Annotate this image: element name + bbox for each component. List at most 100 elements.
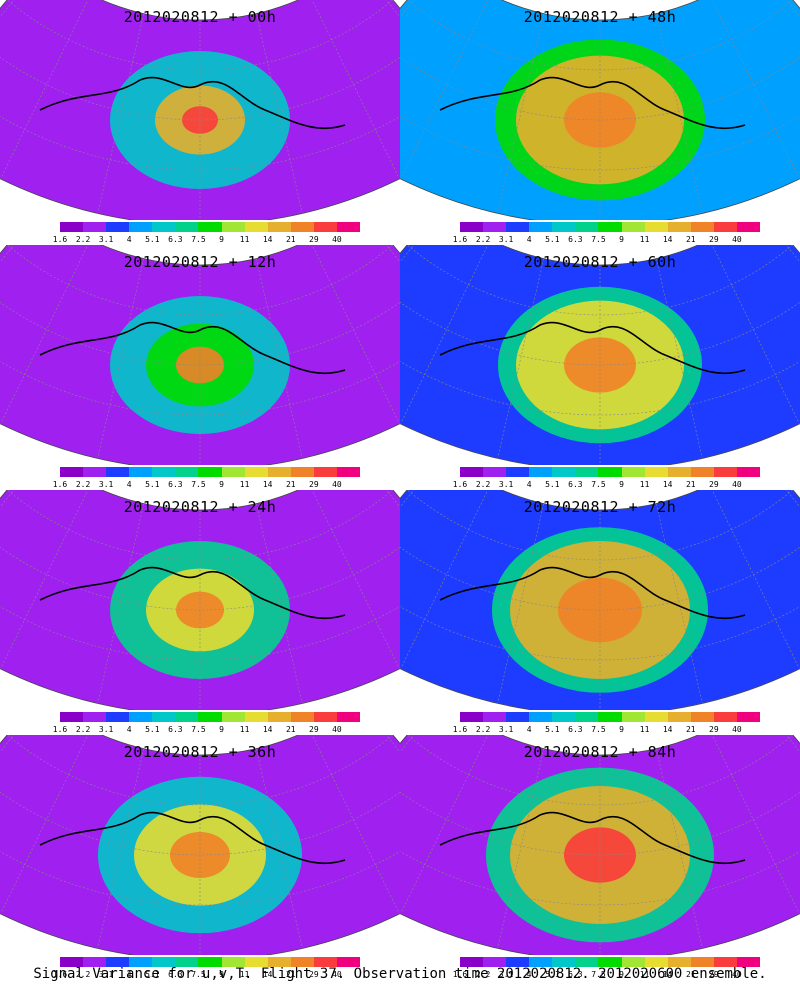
parallel-line <box>400 566 800 661</box>
colorbar-tick-label: 1.6 <box>452 235 468 244</box>
colorbar-swatch <box>267 712 291 722</box>
map-border <box>0 245 400 465</box>
colorbar-tick-label: 14 <box>262 235 273 244</box>
colorbar-tick-label: 9 <box>619 235 624 244</box>
colorbar-tick-label: 2.2 <box>75 725 91 734</box>
map-border <box>400 245 800 465</box>
panel-title: 2012020812 + 48h <box>523 8 677 26</box>
colorbar-tick-label: 3.1 <box>498 480 514 489</box>
forecast-panel: 2012020812 + 48h 1.6 2.2 3.1 4 5.1 6.3 7.5 9 11 1… <box>400 0 800 245</box>
colorbar-tick-label: 40 <box>732 480 742 489</box>
colorbar-swatch <box>290 712 314 722</box>
colorbar-tick-label: 1.6 <box>52 970 68 979</box>
colorbar-swatch <box>736 957 761 967</box>
map-border <box>0 735 400 955</box>
colorbar-swatch <box>175 222 199 232</box>
colorbar-tick-label: 5.1 <box>545 235 560 244</box>
colorbar-swatch <box>529 957 553 967</box>
colorbar-tick-label: 29 <box>309 970 319 979</box>
colorbar-tick-label: 4 <box>126 970 132 979</box>
colorbar-swatch <box>483 957 507 967</box>
colorbar-swatch <box>83 467 107 477</box>
colorbar-tick-label: 21 <box>685 725 696 734</box>
colorbar-tick-label: 3.1 <box>98 970 114 979</box>
map-border <box>400 490 800 710</box>
colorbar-tick-label: 21 <box>685 970 696 979</box>
polar-sector-map <box>400 490 800 710</box>
colorbar-tick-label: 6.3 <box>568 970 583 979</box>
colorbar-tick-label: 9 <box>219 725 224 734</box>
colorbar-ticks: 1.6 2.2 3.1 4 5.1 6.3 7.5 9 11 14 21 29 40 <box>53 970 360 982</box>
colorbar-tick-label: 9 <box>219 480 224 489</box>
colorbar-swatch <box>152 957 176 967</box>
colorbar-swatch <box>129 467 153 477</box>
forecast-panel: 2012020812 + 24h 1.6 2.2 3.1 4 5.1 6.3 7.5 9 11 1… <box>0 490 400 735</box>
colorbar-ticks: 1.6 2.2 3.1 4 5.1 6.3 7.5 9 11 14 21 29 40 <box>453 235 760 247</box>
colorbar-tick-label: 9 <box>619 480 624 489</box>
colorbar-tick-label: 11 <box>639 480 650 489</box>
colorbar-swatch <box>690 222 714 232</box>
parallel-line <box>0 37 400 121</box>
parallel-line <box>400 321 800 416</box>
parallel-line <box>400 76 800 171</box>
colorbar-swatch <box>483 467 507 477</box>
colorbar-swatch <box>667 712 691 722</box>
colorbar-tick-label: 6.3 <box>568 480 583 489</box>
colorbar-tick-label: 7.5 <box>591 970 606 979</box>
colorbar-tick-label: 5.1 <box>145 235 160 244</box>
colorbar-tick-label: 29 <box>709 725 719 734</box>
colorbar-tick-label: 14 <box>662 235 673 244</box>
colorbar-swatch <box>336 222 361 232</box>
colorbar-tick-label: 11 <box>239 480 250 489</box>
colorbar-tick-label: 1.6 <box>52 725 68 734</box>
polar-sector-map <box>400 0 800 220</box>
colorbar-tick-label: 21 <box>285 970 296 979</box>
colorbar-tick-label: 11 <box>639 970 650 979</box>
colorbar-tick-label: 7.5 <box>591 235 606 244</box>
colorbar-swatch <box>575 222 599 232</box>
colorbar-swatch <box>244 957 268 967</box>
colorbar-swatch <box>313 467 337 477</box>
colorbar-tick-label: 3.1 <box>98 235 114 244</box>
colorbar-swatch <box>336 467 361 477</box>
parallel-line <box>0 282 400 366</box>
colorbar-swatch <box>336 712 361 722</box>
colorbar-swatch <box>713 712 737 722</box>
colorbar <box>460 222 761 232</box>
coastline <box>439 321 746 375</box>
colorbar-tick-label: 7.5 <box>591 480 606 489</box>
colorbar-tick-label: 5.1 <box>545 970 560 979</box>
colorbar-swatch <box>460 712 484 722</box>
colorbar-tick-label: 21 <box>685 235 696 244</box>
colorbar-tick-label: 2.2 <box>475 970 491 979</box>
colorbar-tick-label: 21 <box>285 235 296 244</box>
polar-sector-map <box>0 0 400 220</box>
colorbar-swatch <box>506 712 530 722</box>
colorbar-swatch <box>713 467 737 477</box>
colorbar-tick-label: 7.5 <box>591 725 606 734</box>
colorbar-tick-label: 14 <box>262 725 273 734</box>
parallel-line <box>406 490 794 561</box>
colorbar-tick-label: 4 <box>526 970 532 979</box>
colorbar-swatch <box>221 957 245 967</box>
colorbar-swatch <box>575 957 599 967</box>
parallel-line <box>6 735 394 806</box>
colorbar <box>460 712 761 722</box>
colorbar-tick-label: 11 <box>239 235 250 244</box>
colorbar-swatch <box>106 222 130 232</box>
panel-title: 2012020812 + 12h <box>123 253 277 271</box>
colorbar-swatch <box>483 222 507 232</box>
colorbar-tick-label: 6.3 <box>168 725 183 734</box>
panel-title: 2012020812 + 72h <box>523 498 677 516</box>
colorbar-tick-label: 4 <box>126 480 132 489</box>
colorbar-tick-label: 14 <box>262 480 273 489</box>
coastline <box>39 811 346 865</box>
colorbar-swatch <box>60 957 84 967</box>
colorbar-swatch <box>336 957 361 967</box>
parallel-line <box>0 772 400 856</box>
colorbar <box>60 957 361 967</box>
polar-sector-map <box>400 245 800 465</box>
colorbar-swatch <box>313 222 337 232</box>
colorbar-swatch <box>267 957 291 967</box>
colorbar-swatch <box>506 467 530 477</box>
